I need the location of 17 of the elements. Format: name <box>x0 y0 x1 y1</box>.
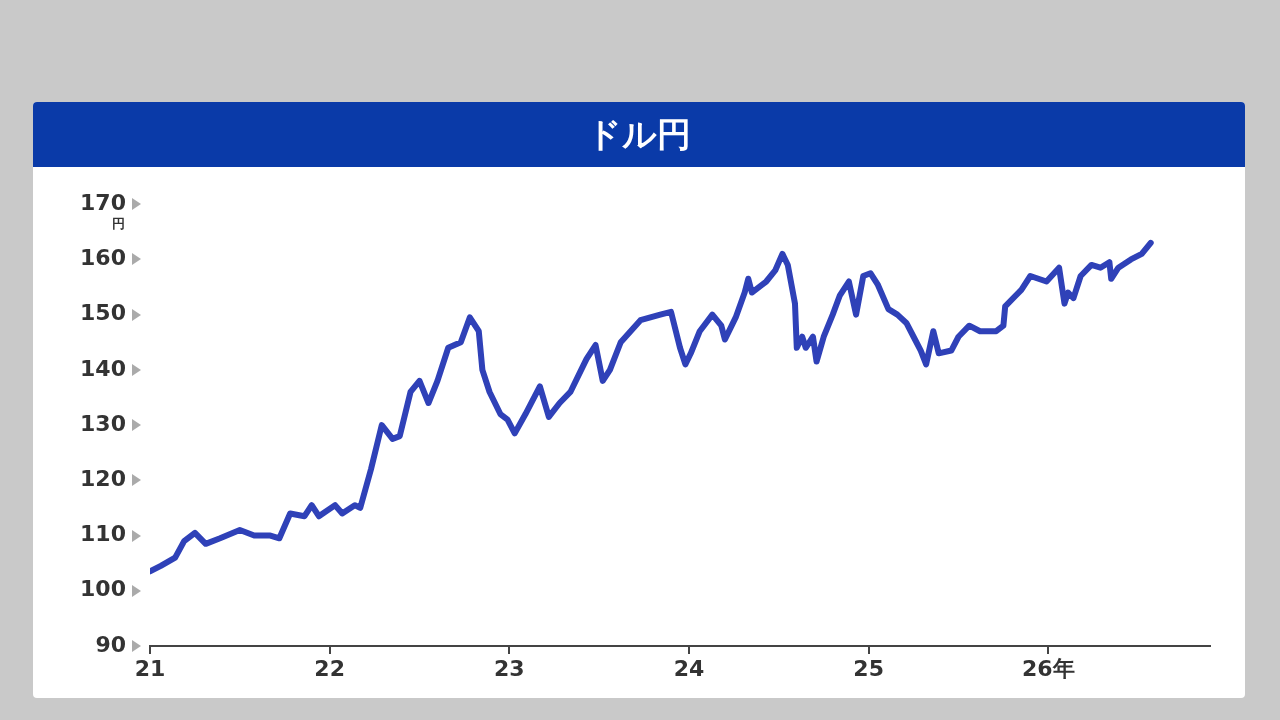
y-tick-label: 130 <box>80 410 126 436</box>
x-tick-label: 21 <box>134 655 166 681</box>
x-tick-label: 22 <box>314 655 345 681</box>
x-tick-label: 23 <box>494 655 525 681</box>
x-tick-label: 24 <box>673 655 705 681</box>
x-tick-label: 26年 <box>1021 655 1075 681</box>
y-tick-label: 100 <box>80 576 126 602</box>
y-axis-title: 円 <box>111 216 125 232</box>
y-tick-label: 90 <box>95 631 126 657</box>
y-tick-label: 120 <box>80 466 126 492</box>
y-tick-label: 110 <box>80 521 126 547</box>
y-tick-label: 150 <box>80 300 126 326</box>
y-tick-label: 140 <box>80 355 126 381</box>
x-tick-label: 25 <box>853 655 884 681</box>
y-tick-label: 170 <box>80 189 126 215</box>
chart-title: ドル円 <box>33 102 1245 167</box>
y-tick-label: 160 <box>80 245 126 271</box>
